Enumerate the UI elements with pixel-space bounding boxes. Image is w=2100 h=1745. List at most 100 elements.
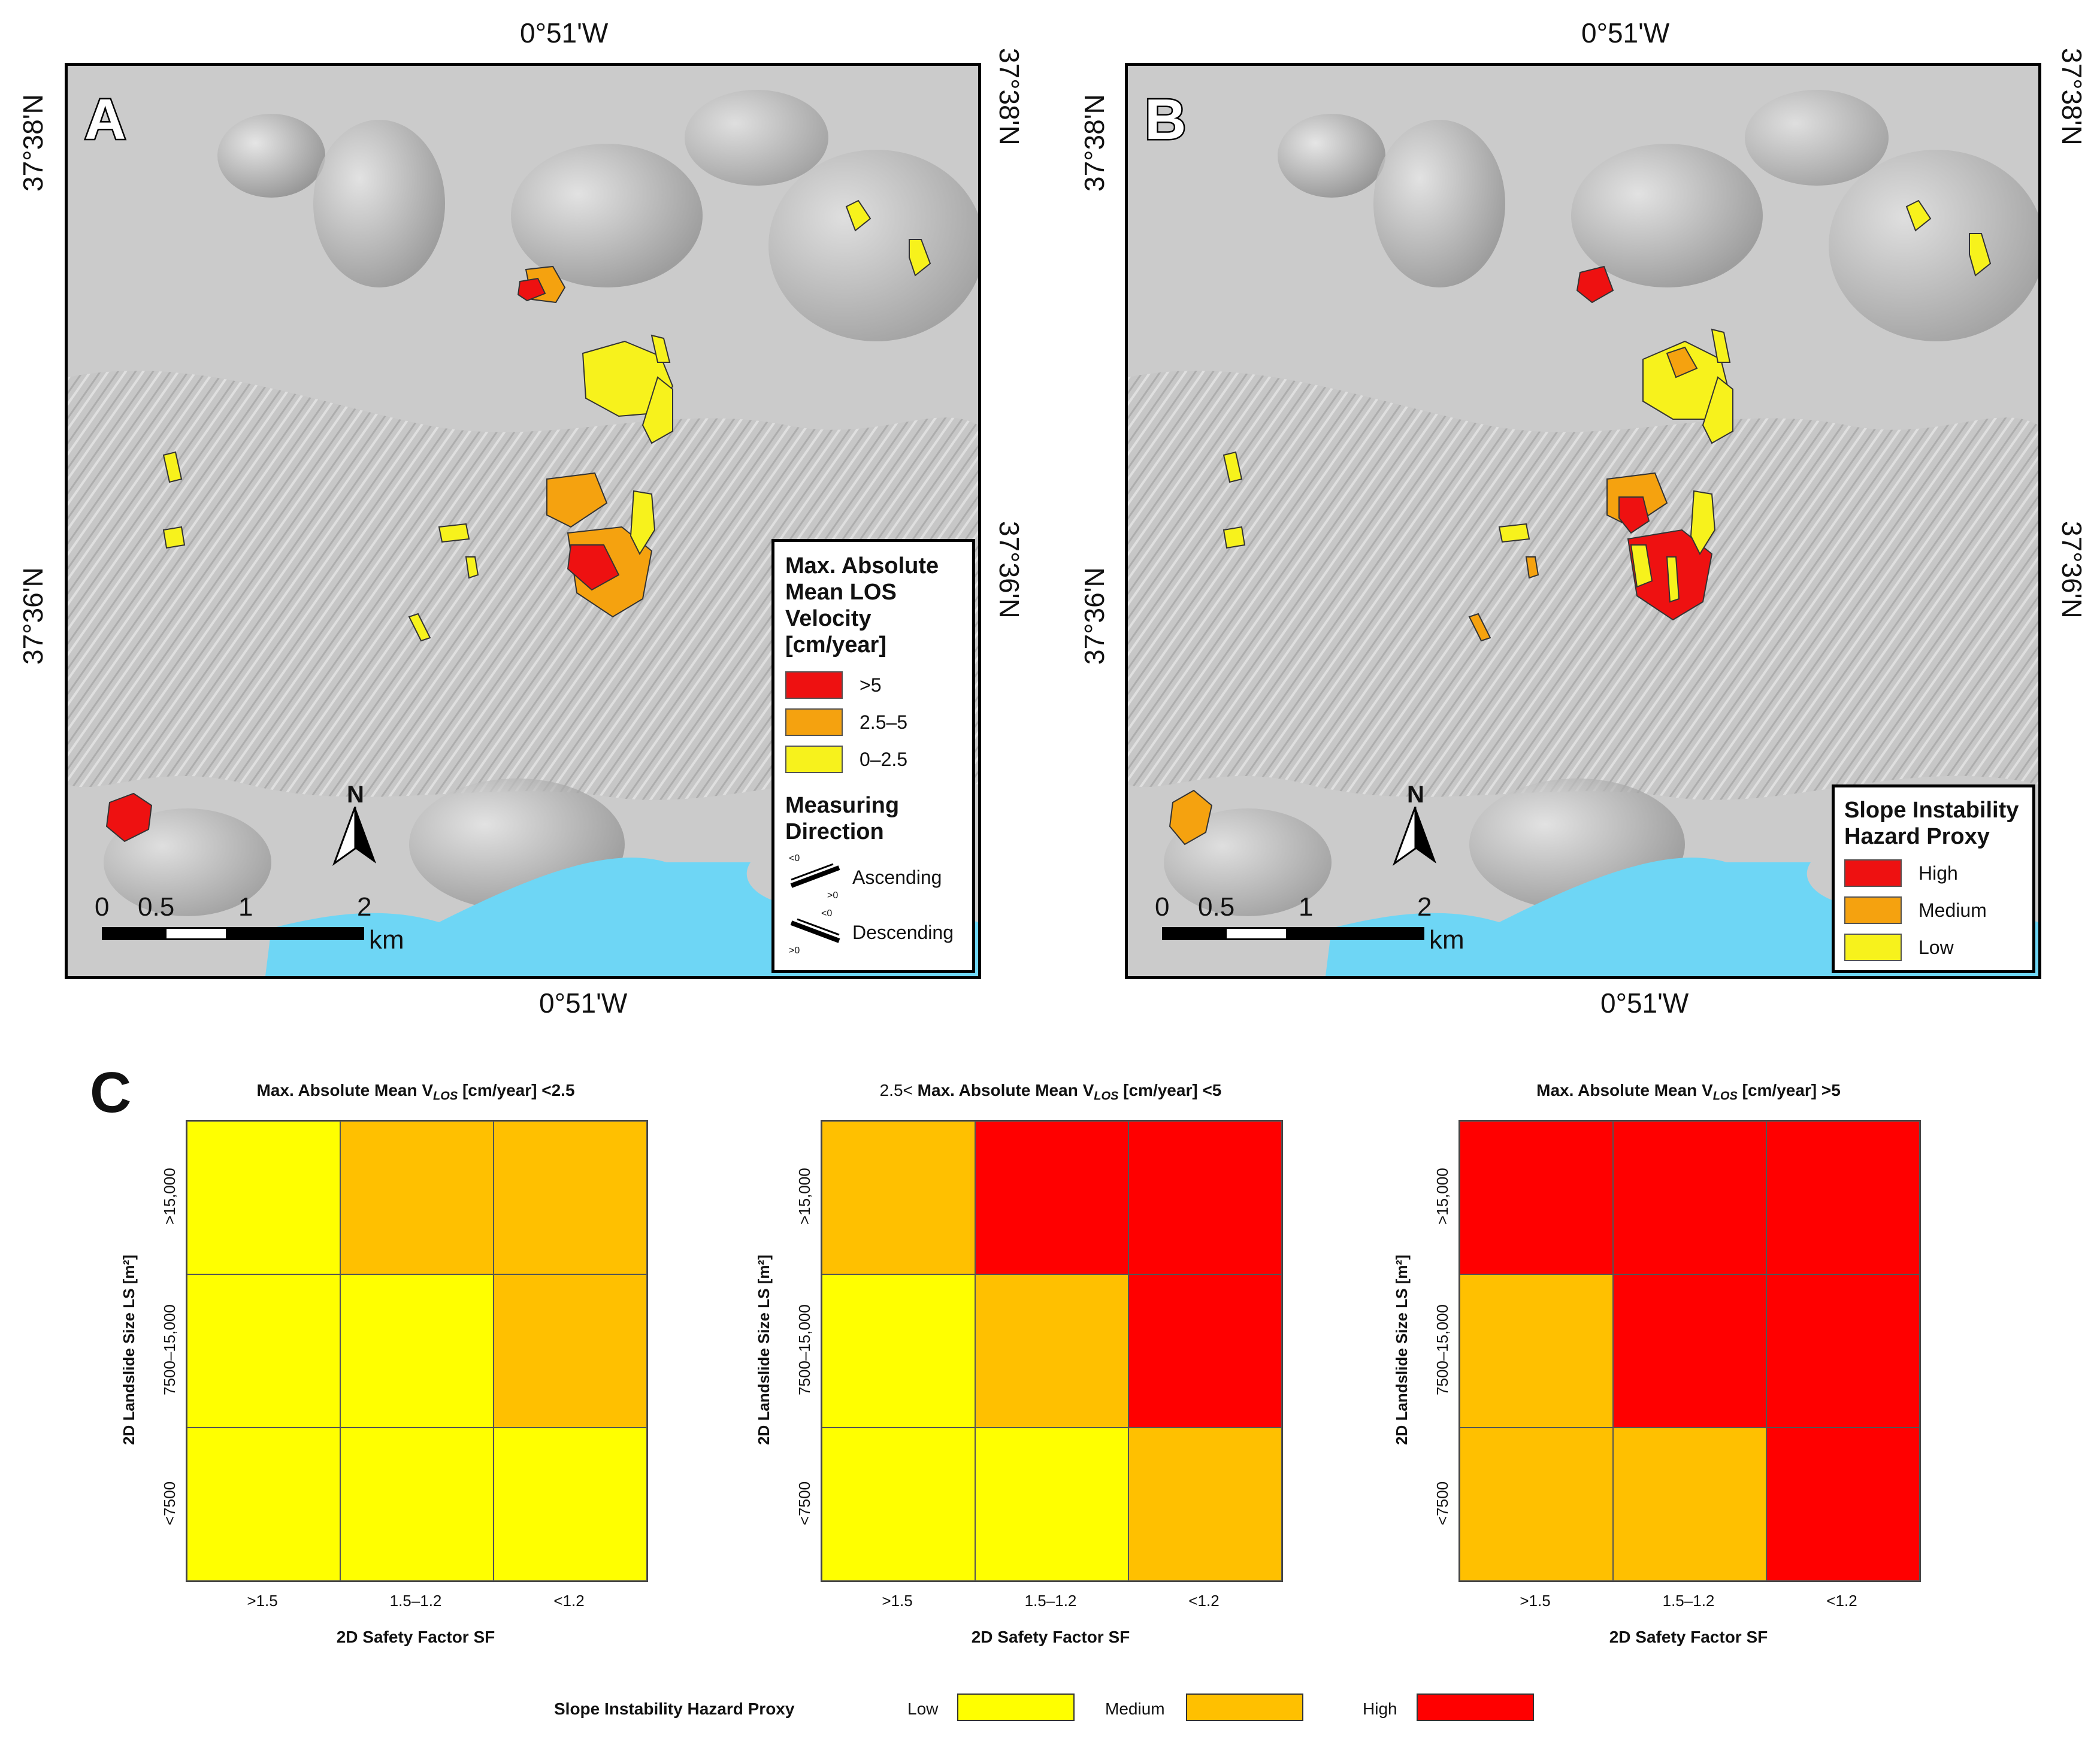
matrix-title-prefix: 2.5< — [879, 1081, 918, 1099]
legend-b-item: High — [1844, 855, 2023, 892]
matrix-cell-low — [187, 1121, 340, 1274]
y-tick-label: 7500–15,000 — [795, 1304, 813, 1395]
panel-letter-b: B — [1143, 86, 1187, 153]
right-latitude-top-label: 37°38'N — [2056, 48, 2087, 146]
legend-a-label: >5 — [860, 674, 882, 696]
legend-swatch-orange — [1844, 896, 1902, 924]
x-tick-label: >1.5 — [882, 1592, 913, 1610]
descending-small-bottom: >0 — [789, 946, 800, 956]
hillshade-map-b: B N 0 0.5 1 2 km Slope Instability Hazar… — [1125, 63, 2041, 979]
scale-tick-1: 1 — [238, 892, 253, 922]
ascending-small-top: <0 — [789, 853, 800, 864]
scale-tick-0: 0 — [95, 892, 110, 922]
scale-tick-2: 2 — [1417, 892, 1432, 922]
x-tick-label: <1.2 — [1188, 1592, 1220, 1610]
y-tick-label: <7500 — [161, 1481, 178, 1525]
x-tick-label: 1.5–1.2 — [1662, 1592, 1715, 1610]
matrix-cell-medium — [340, 1121, 494, 1274]
matrix-title-suffix: [cm/year] <5 — [1118, 1081, 1222, 1099]
legend-a-item: 2.5–5 — [785, 704, 961, 741]
y-tick-label: >15,000 — [795, 1168, 813, 1225]
descending-small-top: <0 — [821, 908, 833, 919]
direction-descending: <0 >0 Descending — [785, 908, 961, 964]
left-latitude-mid-label: 37°36'N — [17, 567, 49, 665]
legend-a-item: >5 — [785, 667, 961, 704]
matrix-title: 2.5< Max. Absolute Mean VLOS [cm/year] <… — [785, 1081, 1317, 1104]
matrix-cell-high — [1460, 1121, 1613, 1274]
y-tick-label: >15,000 — [1433, 1168, 1451, 1225]
left-latitude-top-label: 37°38'N — [1079, 94, 1110, 192]
direction-ascending: <0 >0 Ascending — [785, 853, 961, 908]
scale-bar-b: 0 0.5 1 2 km — [1155, 892, 1466, 958]
matrix-title-bold: Max. Absolute Mean V — [1536, 1081, 1713, 1099]
legend-swatch-orange — [785, 708, 843, 736]
matrix-title: Max. Absolute Mean VLOS [cm/year] >5 — [1423, 1081, 1954, 1104]
bottom-longitude-label: 0°51'W — [539, 987, 628, 1019]
right-latitude-top-label: 37°38'N — [994, 48, 1025, 146]
north-arrow-b: N — [1391, 781, 1439, 867]
legend-swatch-red — [785, 671, 843, 699]
top-longitude-label: 0°51'W — [1581, 17, 1670, 49]
right-latitude-mid-label: 37°36'N — [994, 521, 1025, 619]
x-tick-label: 1.5–1.2 — [1024, 1592, 1077, 1610]
matrix-cell-medium — [975, 1274, 1128, 1428]
legend-b-item: Low — [1844, 929, 2023, 966]
top-longitude-label: 0°51'W — [520, 17, 609, 49]
x-tick-label: >1.5 — [247, 1592, 278, 1610]
matrix-cell-high — [1766, 1121, 1920, 1274]
matrix-cell-high — [1128, 1121, 1282, 1274]
hillshade-map-a: A N 0 0.5 1 2 km Max. Absolute Mean LOS … — [65, 63, 981, 979]
scale-tick-05: 0.5 — [1198, 892, 1235, 922]
matrix-cell-low — [187, 1274, 340, 1428]
descending-arrow-icon — [790, 918, 840, 943]
legend-swatch-yellow — [785, 746, 843, 773]
matrix-cell-high — [1766, 1274, 1920, 1428]
north-label: N — [347, 781, 364, 808]
matrix-title-bold: Max. Absolute Mean V — [917, 1081, 1094, 1099]
y-axis-label: 2D Landslide Size LS [m²] — [755, 1255, 773, 1445]
matrix-cell-low — [822, 1274, 975, 1428]
scale-bar-a: 0 0.5 1 2 km — [95, 892, 406, 958]
legend-b-title: Slope Instability Hazard Proxy — [1844, 798, 2019, 849]
y-axis-label: 2D Landslide Size LS [m²] — [120, 1255, 138, 1445]
landslide-polygons-b — [1169, 199, 1992, 846]
legend-swatch-red — [1844, 859, 1902, 887]
hazard-legend-high-swatch — [1417, 1694, 1534, 1721]
y-tick-label: 7500–15,000 — [161, 1304, 178, 1395]
hazard-legend-title: Slope Instability Hazard Proxy — [554, 1699, 795, 1718]
scale-tick-2: 2 — [357, 892, 372, 922]
legend-b-item: Medium — [1844, 892, 2023, 929]
matrix-cell-medium — [1460, 1428, 1613, 1581]
x-axis-label: 2D Safety Factor SF — [971, 1628, 1130, 1646]
matrix-cell-medium — [1128, 1428, 1282, 1581]
legend-b-label: Medium — [1919, 899, 1987, 921]
hazard-legend-low-swatch — [957, 1694, 1075, 1721]
matrix-title-subscript: LOS — [433, 1089, 458, 1103]
scale-tick-05: 0.5 — [138, 892, 175, 922]
legend-swatch-yellow — [1844, 934, 1902, 961]
matrix-title-bold: Max. Absolute Mean V — [256, 1081, 434, 1099]
matrix-title-suffix: [cm/year] <2.5 — [458, 1081, 575, 1099]
hazard-matrix-grid — [1458, 1120, 1921, 1582]
y-tick-label: 7500–15,000 — [1433, 1304, 1451, 1395]
matrix-cell-medium — [1460, 1274, 1613, 1428]
matrix-cell-high — [1128, 1274, 1282, 1428]
legend-a: Max. Absolute Mean LOS Velocity [cm/year… — [771, 539, 975, 973]
y-tick-label: <7500 — [795, 1481, 813, 1525]
matrix-title-subscript: LOS — [1712, 1089, 1738, 1103]
left-latitude-top-label: 37°38'N — [17, 94, 49, 192]
matrix-cell-medium — [822, 1121, 975, 1274]
bottom-longitude-label: 0°51'W — [1600, 987, 1689, 1019]
legend-b-label: Low — [1919, 936, 1954, 958]
matrix-cell-high — [975, 1121, 1128, 1274]
hazard-matrix-grid — [186, 1120, 648, 1582]
ascending-arrow-icon — [790, 863, 840, 888]
legend-a-title: Max. Absolute Mean LOS Velocity [cm/year… — [785, 553, 939, 658]
hazard-matrix-grid — [821, 1120, 1283, 1582]
matrix-title-suffix: [cm/year] >5 — [1737, 1081, 1841, 1099]
matrix-cell-low — [494, 1428, 647, 1581]
legend-b-label: High — [1919, 862, 1958, 884]
panel-letter-c: C — [90, 1061, 132, 1125]
hazard-legend-low-label: Low — [907, 1699, 939, 1718]
x-axis-label: 2D Safety Factor SF — [1609, 1628, 1768, 1646]
